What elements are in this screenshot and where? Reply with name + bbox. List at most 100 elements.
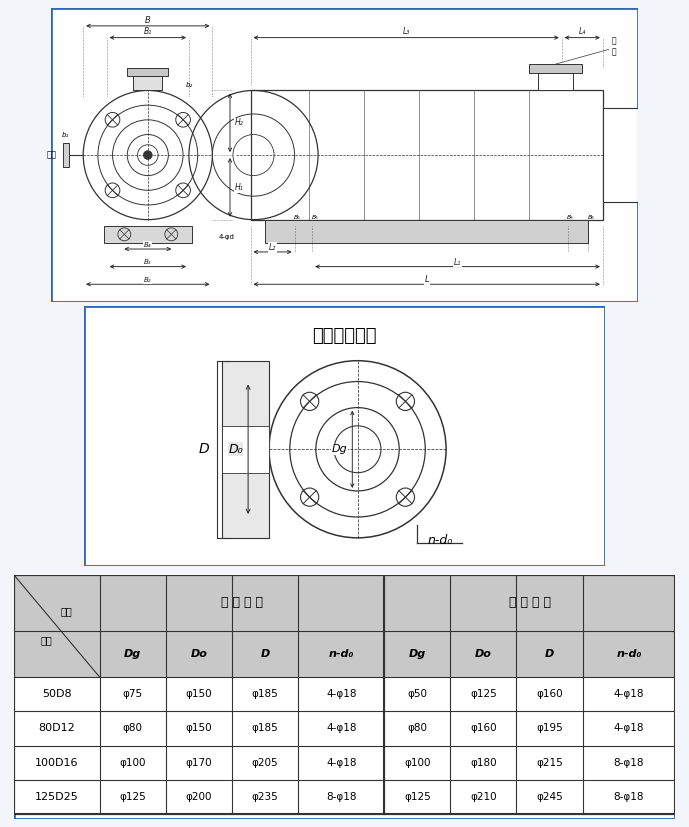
Text: 8-φ18: 8-φ18 xyxy=(326,791,356,801)
Bar xyxy=(583,746,675,780)
Text: B₁: B₁ xyxy=(144,27,152,36)
Bar xyxy=(14,780,100,814)
Text: 4-φ18: 4-φ18 xyxy=(326,758,356,767)
Text: Dg: Dg xyxy=(124,649,141,659)
Bar xyxy=(232,677,298,711)
Bar xyxy=(166,711,232,746)
Bar xyxy=(232,780,298,814)
Text: φ160: φ160 xyxy=(536,690,563,700)
Text: φ185: φ185 xyxy=(251,690,278,700)
Text: B₃: B₃ xyxy=(144,259,152,265)
Text: φ125: φ125 xyxy=(404,791,431,801)
Text: L₂: L₂ xyxy=(269,243,276,252)
Bar xyxy=(232,711,298,746)
Bar xyxy=(232,575,298,677)
Text: φ170: φ170 xyxy=(185,758,212,767)
Text: 8-φ18: 8-φ18 xyxy=(614,791,644,801)
Bar xyxy=(298,711,384,746)
Bar xyxy=(251,90,603,220)
Bar xyxy=(100,677,166,711)
Bar xyxy=(14,746,100,780)
Text: φ80: φ80 xyxy=(407,724,427,734)
Circle shape xyxy=(143,151,152,160)
Text: D: D xyxy=(260,649,270,659)
Bar xyxy=(298,677,384,711)
Bar xyxy=(517,780,583,814)
Bar xyxy=(583,711,675,746)
Text: φ195: φ195 xyxy=(536,724,563,734)
Text: 4-φ18: 4-φ18 xyxy=(326,690,356,700)
Bar xyxy=(451,711,517,746)
Bar xyxy=(127,69,168,76)
Bar xyxy=(222,426,269,473)
Text: L₄: L₄ xyxy=(579,27,586,36)
Text: n-d₀: n-d₀ xyxy=(329,649,354,659)
Text: b₂: b₂ xyxy=(186,82,193,88)
Bar xyxy=(517,711,583,746)
Text: B₅: B₅ xyxy=(567,215,574,220)
Bar xyxy=(222,361,269,538)
Bar xyxy=(133,76,163,90)
Bar xyxy=(529,64,582,73)
Text: φ100: φ100 xyxy=(120,758,146,767)
Bar xyxy=(14,575,100,677)
Text: 进水: 进水 xyxy=(47,151,56,160)
Text: φ100: φ100 xyxy=(404,758,431,767)
Text: L: L xyxy=(424,275,429,284)
Bar xyxy=(265,220,588,243)
Text: B₆: B₆ xyxy=(294,215,301,220)
Bar xyxy=(583,677,675,711)
Bar xyxy=(603,108,638,202)
Text: n-d₀: n-d₀ xyxy=(428,534,453,547)
Text: φ200: φ200 xyxy=(186,791,212,801)
Text: φ50: φ50 xyxy=(407,690,427,700)
Bar xyxy=(451,677,517,711)
Text: 吐 出 法 兰: 吐 出 法 兰 xyxy=(508,596,551,609)
Bar xyxy=(384,575,451,677)
Bar xyxy=(384,711,451,746)
Text: b₁: b₁ xyxy=(62,131,69,137)
Bar xyxy=(100,780,166,814)
Bar xyxy=(298,780,384,814)
Text: φ80: φ80 xyxy=(123,724,143,734)
Bar xyxy=(583,780,675,814)
Text: φ215: φ215 xyxy=(536,758,563,767)
Text: 125D25: 125D25 xyxy=(35,791,79,801)
Bar xyxy=(166,746,232,780)
Text: φ75: φ75 xyxy=(123,690,143,700)
Text: Dg: Dg xyxy=(331,444,347,454)
Text: φ210: φ210 xyxy=(470,791,497,801)
Text: φ185: φ185 xyxy=(251,724,278,734)
Bar xyxy=(100,711,166,746)
Text: D₀: D₀ xyxy=(228,442,243,456)
Text: 4-φ18: 4-φ18 xyxy=(614,724,644,734)
Text: φ205: φ205 xyxy=(251,758,278,767)
Bar xyxy=(384,780,451,814)
Bar xyxy=(517,677,583,711)
Bar xyxy=(100,575,166,677)
Text: 吸 入 法 兰: 吸 入 法 兰 xyxy=(221,596,263,609)
Text: B₂: B₂ xyxy=(144,277,152,283)
Text: L₁: L₁ xyxy=(454,258,461,267)
Text: 尺寸: 尺寸 xyxy=(41,636,53,646)
Text: B₆: B₆ xyxy=(588,215,595,220)
Text: φ125: φ125 xyxy=(119,791,146,801)
Text: 吸入吐出法兰: 吸入吐出法兰 xyxy=(312,327,377,345)
Text: B: B xyxy=(145,16,151,25)
Text: φ125: φ125 xyxy=(470,690,497,700)
Text: 8-φ18: 8-φ18 xyxy=(614,758,644,767)
Bar xyxy=(298,575,384,677)
Text: φ245: φ245 xyxy=(536,791,563,801)
Text: φ150: φ150 xyxy=(185,690,212,700)
Bar xyxy=(14,677,100,711)
Bar xyxy=(638,120,656,190)
Text: Do: Do xyxy=(191,649,207,659)
Bar xyxy=(583,575,675,677)
Text: H₁: H₁ xyxy=(234,183,243,192)
Bar xyxy=(63,143,68,167)
Text: φ235: φ235 xyxy=(251,791,278,801)
Text: B₄: B₄ xyxy=(144,241,152,247)
Text: φ180: φ180 xyxy=(470,758,497,767)
Bar xyxy=(384,746,451,780)
Text: 50D8: 50D8 xyxy=(42,690,72,700)
